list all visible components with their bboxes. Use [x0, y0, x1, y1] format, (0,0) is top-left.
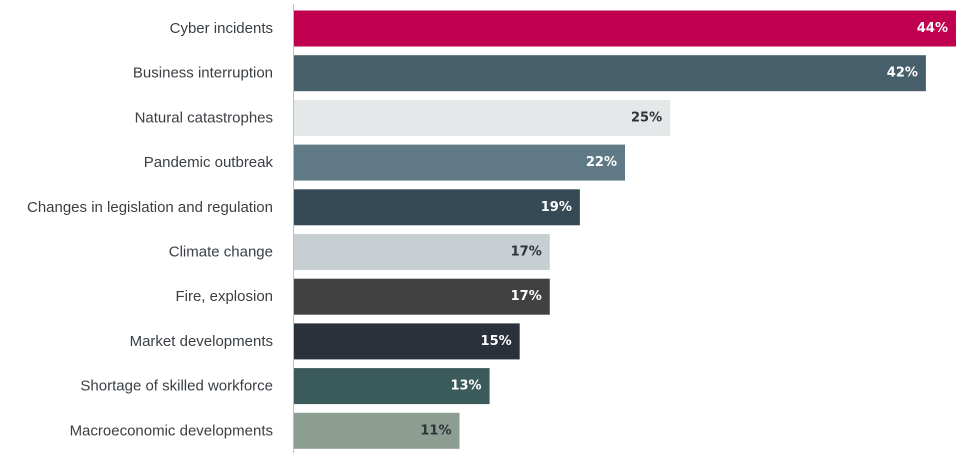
bar-fire-explosion [294, 278, 550, 315]
value-label-fire-explosion: 17% [511, 289, 542, 304]
value-label-natural-catastrophes: 25% [631, 110, 662, 125]
bar-cyber-incidents [294, 10, 956, 47]
value-label-changes-in-legislation-and-regulation: 19% [541, 200, 572, 215]
bar-market-developments [294, 323, 520, 360]
category-label-cyber-incidents: Cyber incidents [170, 20, 273, 37]
value-label-macroeconomic-developments: 11% [420, 423, 451, 438]
bar-shortage-of-skilled-workforce [294, 368, 490, 405]
bar-climate-change [294, 234, 550, 270]
category-label-climate-change: Climate change [169, 244, 273, 261]
category-label-changes-in-legislation-and-regulation: Changes in legislation and regulation [27, 199, 273, 216]
value-label-pandemic-outbreak: 22% [586, 155, 617, 170]
bar-business-interruption [294, 55, 926, 92]
bar-pandemic-outbreak [294, 144, 625, 181]
category-label-market-developments: Market developments [130, 333, 273, 350]
category-label-business-interruption: Business interruption [133, 65, 273, 82]
category-label-shortage-of-skilled-workforce: Shortage of skilled workforce [80, 378, 273, 395]
bar-natural-catastrophes [294, 99, 671, 136]
category-label-pandemic-outbreak: Pandemic outbreak [144, 154, 274, 171]
bar-macroeconomic-developments [294, 412, 460, 449]
value-label-business-interruption: 42% [887, 66, 918, 81]
value-label-climate-change: 17% [511, 245, 542, 260]
category-label-macroeconomic-developments: Macroeconomic developments [70, 422, 273, 439]
value-label-market-developments: 15% [481, 334, 512, 349]
category-label-fire-explosion: Fire, explosion [175, 288, 273, 305]
bars-group: Cyber incidents 44% Business interruption 4… [27, 10, 956, 449]
value-label-shortage-of-skilled-workforce: 13% [450, 379, 481, 394]
value-label-cyber-incidents: 44% [917, 21, 948, 36]
category-label-natural-catastrophes: Natural catastrophes [135, 109, 273, 126]
bar-changes-in-legislation-and-regulation [294, 189, 580, 226]
